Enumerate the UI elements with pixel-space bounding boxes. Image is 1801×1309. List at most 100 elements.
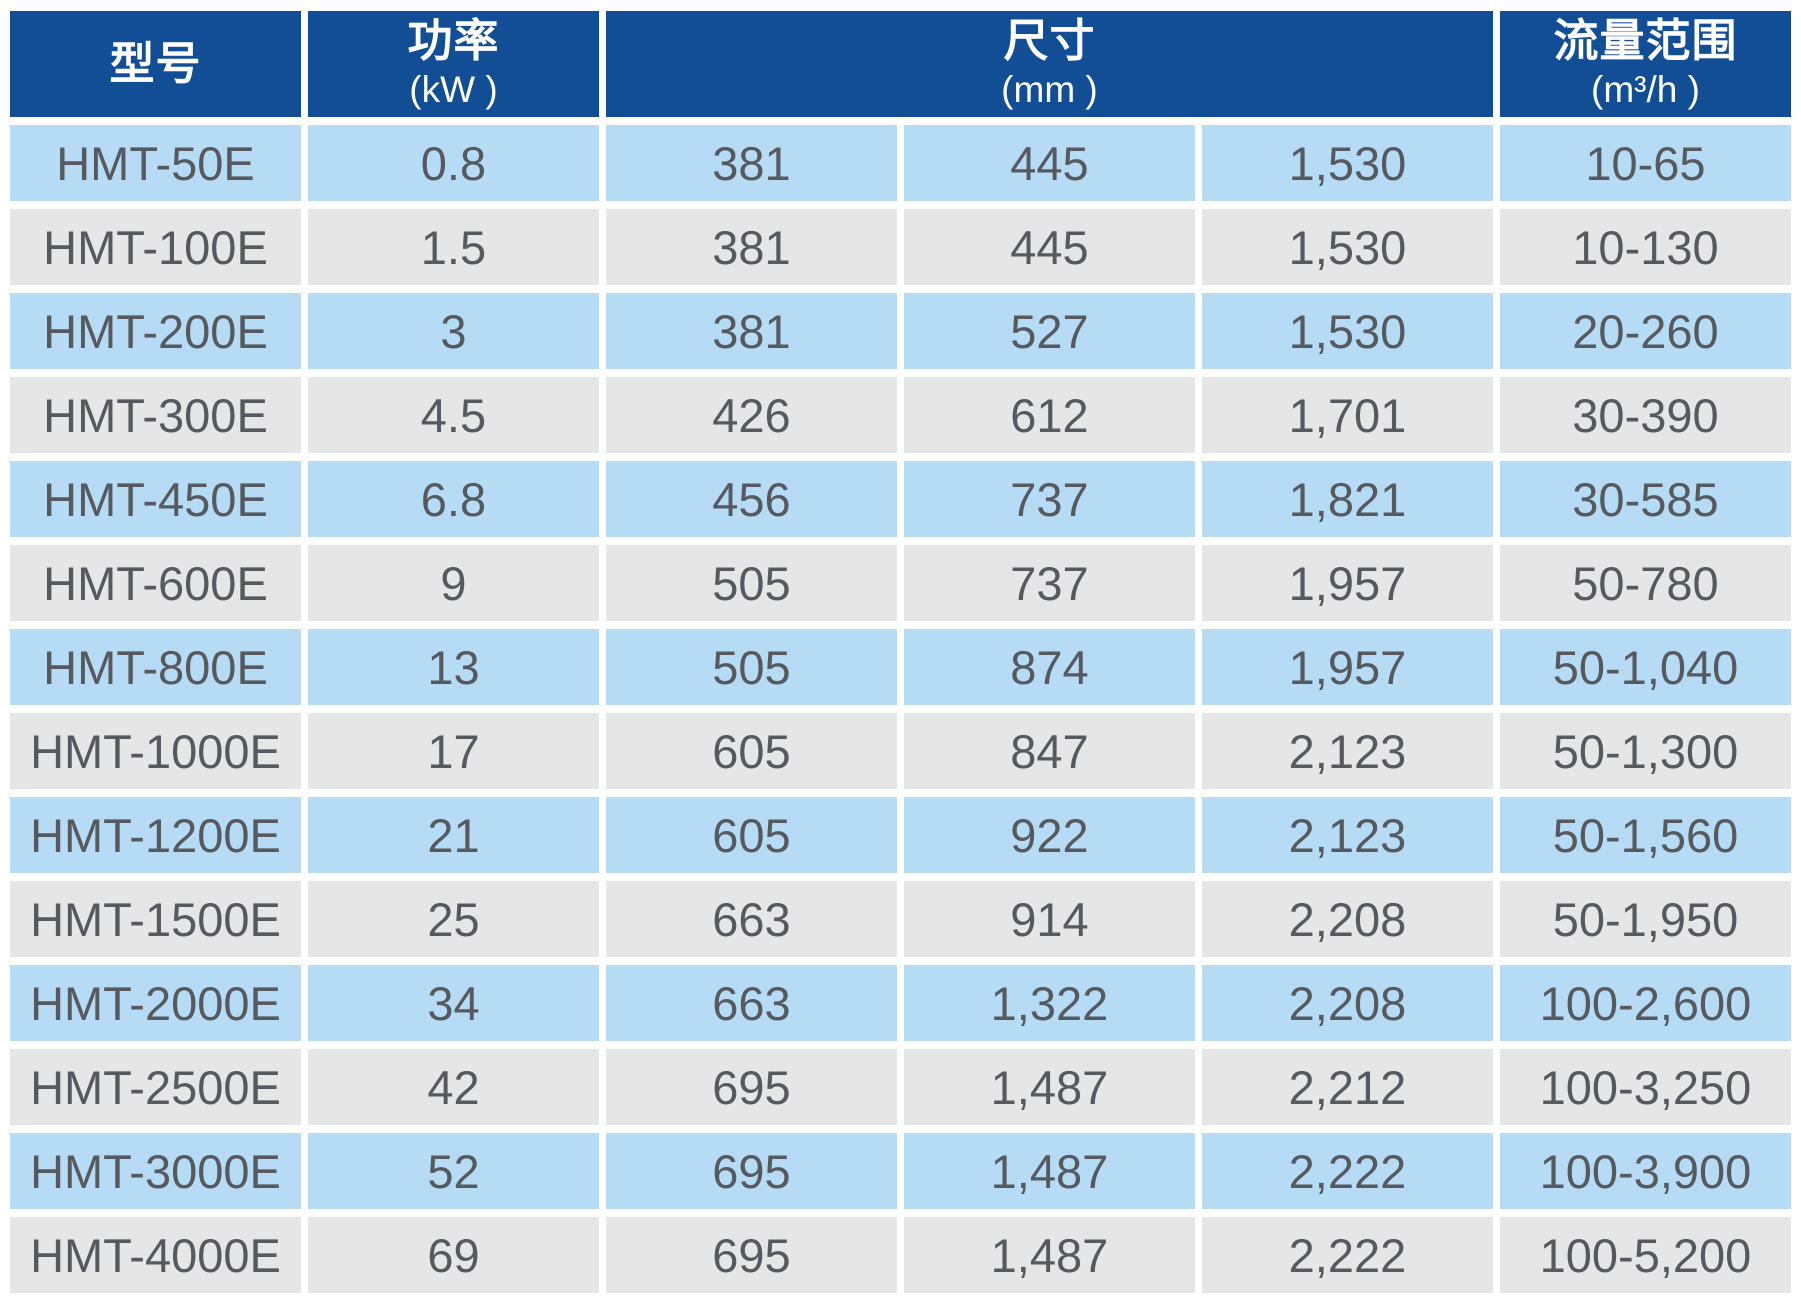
cell-dim-1: 456 <box>605 461 897 537</box>
spec-table-header: 型号 功率 (kW ) 尺寸 (mm ) 流量范围 (m³/h ) <box>10 11 1791 117</box>
cell-power: 13 <box>307 629 599 705</box>
cell-dim-1: 605 <box>605 713 897 789</box>
table-row: HMT-4000E 69 695 1,487 2,222 100-5,200 <box>10 1217 1791 1293</box>
cell-dim-1: 381 <box>605 293 897 369</box>
cell-power: 42 <box>307 1049 599 1125</box>
cell-dim-2: 527 <box>903 293 1195 369</box>
cell-dim-3: 2,123 <box>1201 797 1493 873</box>
table-row: HMT-100E 1.5 381 445 1,530 10-130 <box>10 209 1791 285</box>
cell-model: HMT-2000E <box>10 965 301 1041</box>
cell-flow-range: 100-5,200 <box>1499 1217 1791 1293</box>
spec-table: 型号 功率 (kW ) 尺寸 (mm ) 流量范围 (m³/h ) HMT-50… <box>3 3 1798 1301</box>
cell-model: HMT-800E <box>10 629 301 705</box>
cell-flow-range: 20-260 <box>1499 293 1791 369</box>
cell-power: 0.8 <box>307 125 599 201</box>
cell-model: HMT-450E <box>10 461 301 537</box>
header-dimensions: 尺寸 (mm ) <box>605 11 1493 117</box>
cell-dim-1: 695 <box>605 1049 897 1125</box>
header-flow-range-unit: (m³/h ) <box>1591 69 1700 110</box>
cell-model: HMT-300E <box>10 377 301 453</box>
cell-dim-3: 2,208 <box>1201 965 1493 1041</box>
cell-dim-1: 605 <box>605 797 897 873</box>
cell-dim-2: 847 <box>903 713 1195 789</box>
cell-dim-3: 2,212 <box>1201 1049 1493 1125</box>
table-row: HMT-450E 6.8 456 737 1,821 30-585 <box>10 461 1791 537</box>
cell-power: 25 <box>307 881 599 957</box>
cell-model: HMT-1000E <box>10 713 301 789</box>
table-row: HMT-3000E 52 695 1,487 2,222 100-3,900 <box>10 1133 1791 1209</box>
cell-dim-1: 381 <box>605 209 897 285</box>
cell-power: 3 <box>307 293 599 369</box>
table-row: HMT-1500E 25 663 914 2,208 50-1,950 <box>10 881 1791 957</box>
header-dimensions-unit: (mm ) <box>1001 69 1098 110</box>
cell-dim-2: 445 <box>903 209 1195 285</box>
table-row: HMT-2500E 42 695 1,487 2,212 100-3,250 <box>10 1049 1791 1125</box>
cell-dim-1: 505 <box>605 545 897 621</box>
table-row: HMT-800E 13 505 874 1,957 50-1,040 <box>10 629 1791 705</box>
cell-dim-3: 1,530 <box>1201 293 1493 369</box>
cell-dim-3: 2,123 <box>1201 713 1493 789</box>
cell-power: 52 <box>307 1133 599 1209</box>
cell-dim-2: 914 <box>903 881 1195 957</box>
cell-power: 69 <box>307 1217 599 1293</box>
header-flow-range-title: 流量范围 <box>1553 15 1738 66</box>
header-power-unit: (kW ) <box>409 69 498 110</box>
cell-dim-1: 663 <box>605 965 897 1041</box>
cell-dim-3: 2,222 <box>1201 1133 1493 1209</box>
table-body: HMT-50E 0.8 381 445 1,530 10-65 HMT-100E… <box>10 125 1791 1293</box>
cell-dim-2: 1,322 <box>903 965 1195 1041</box>
table-row: HMT-1200E 21 605 922 2,123 50-1,560 <box>10 797 1791 873</box>
cell-flow-range: 100-3,250 <box>1499 1049 1791 1125</box>
header-model: 型号 <box>10 11 301 117</box>
cell-flow-range: 100-3,900 <box>1499 1133 1791 1209</box>
cell-model: HMT-4000E <box>10 1217 301 1293</box>
cell-power: 21 <box>307 797 599 873</box>
cell-flow-range: 50-1,300 <box>1499 713 1791 789</box>
cell-dim-2: 737 <box>903 545 1195 621</box>
cell-model: HMT-50E <box>10 125 301 201</box>
cell-flow-range: 50-780 <box>1499 545 1791 621</box>
cell-dim-2: 612 <box>903 377 1195 453</box>
cell-model: HMT-200E <box>10 293 301 369</box>
cell-dim-3: 1,821 <box>1201 461 1493 537</box>
header-row: 型号 功率 (kW ) 尺寸 (mm ) 流量范围 (m³/h ) <box>10 11 1791 117</box>
cell-model: HMT-3000E <box>10 1133 301 1209</box>
cell-model: HMT-600E <box>10 545 301 621</box>
cell-dim-2: 737 <box>903 461 1195 537</box>
table-row: HMT-1000E 17 605 847 2,123 50-1,300 <box>10 713 1791 789</box>
table-row: HMT-50E 0.8 381 445 1,530 10-65 <box>10 125 1791 201</box>
cell-dim-2: 874 <box>903 629 1195 705</box>
cell-flow-range: 30-585 <box>1499 461 1791 537</box>
header-dimensions-title: 尺寸 <box>1003 15 1096 66</box>
cell-flow-range: 10-130 <box>1499 209 1791 285</box>
cell-dim-2: 922 <box>903 797 1195 873</box>
table-row: HMT-600E 9 505 737 1,957 50-780 <box>10 545 1791 621</box>
cell-flow-range: 30-390 <box>1499 377 1791 453</box>
table-row: HMT-2000E 34 663 1,322 2,208 100-2,600 <box>10 965 1791 1041</box>
cell-power: 17 <box>307 713 599 789</box>
cell-dim-3: 2,208 <box>1201 881 1493 957</box>
cell-dim-2: 1,487 <box>903 1049 1195 1125</box>
cell-model: HMT-100E <box>10 209 301 285</box>
cell-dim-3: 1,957 <box>1201 629 1493 705</box>
cell-flow-range: 50-1,950 <box>1499 881 1791 957</box>
cell-power: 1.5 <box>307 209 599 285</box>
cell-dim-3: 1,957 <box>1201 545 1493 621</box>
cell-power: 34 <box>307 965 599 1041</box>
cell-dim-3: 1,530 <box>1201 125 1493 201</box>
cell-dim-3: 1,701 <box>1201 377 1493 453</box>
cell-power: 4.5 <box>307 377 599 453</box>
cell-dim-1: 695 <box>605 1217 897 1293</box>
table-row: HMT-200E 3 381 527 1,530 20-260 <box>10 293 1791 369</box>
header-power: 功率 (kW ) <box>307 11 599 117</box>
cell-dim-1: 695 <box>605 1133 897 1209</box>
header-power-title: 功率 <box>407 15 500 66</box>
cell-dim-3: 2,222 <box>1201 1217 1493 1293</box>
cell-dim-3: 1,530 <box>1201 209 1493 285</box>
cell-power: 9 <box>307 545 599 621</box>
cell-dim-1: 663 <box>605 881 897 957</box>
cell-flow-range: 50-1,560 <box>1499 797 1791 873</box>
cell-dim-1: 426 <box>605 377 897 453</box>
cell-flow-range: 50-1,040 <box>1499 629 1791 705</box>
